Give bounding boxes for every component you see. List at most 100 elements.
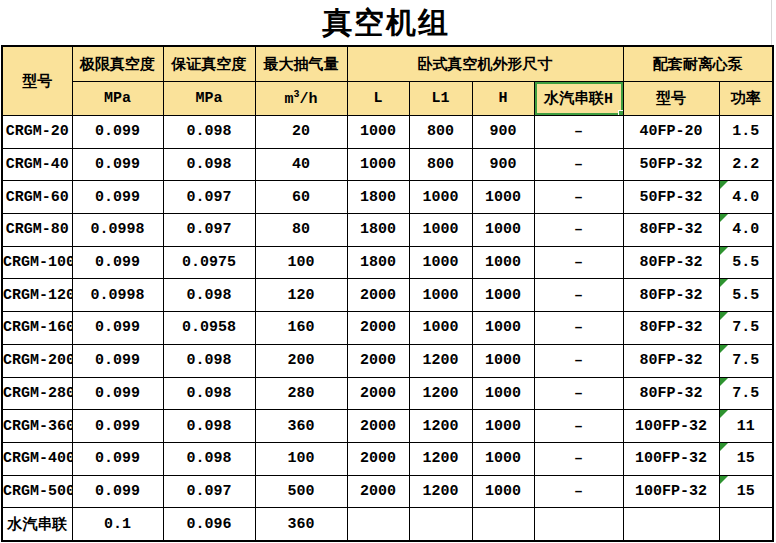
header-guaranteed-vacuum[interactable]: 保证真空度 (163, 46, 255, 82)
cell-steam_h[interactable]: – (534, 344, 623, 377)
cell-power[interactable]: 11 (719, 410, 773, 443)
cell-ultimate[interactable]: 0.099 (72, 475, 163, 508)
cell-capacity[interactable]: 360 (255, 410, 347, 443)
cell-L[interactable]: 1800 (347, 181, 409, 214)
cell-capacity[interactable]: 200 (255, 344, 347, 377)
cell-model[interactable]: CRGM-360 (2, 410, 72, 443)
cell-ultimate[interactable]: 0.099 (72, 344, 163, 377)
cell-ultimate[interactable]: 0.0998 (72, 279, 163, 312)
cell-H[interactable]: 1000 (472, 410, 534, 443)
header-pump-power[interactable]: 功率 (719, 82, 773, 116)
cell-H[interactable]: 1000 (472, 344, 534, 377)
cell-L1[interactable] (409, 508, 472, 541)
cell-model[interactable]: CRGM-120 (2, 279, 72, 312)
cell-L[interactable]: 2000 (347, 279, 409, 312)
header-ultimate-vacuum[interactable]: 极限真空度 (72, 46, 163, 82)
cell-L[interactable]: 2000 (347, 344, 409, 377)
cell-ultimate[interactable]: 0.099 (72, 116, 163, 149)
cell-L1[interactable]: 1000 (409, 312, 472, 345)
header-dim-h[interactable]: H (472, 82, 534, 116)
cell-H[interactable]: 900 (472, 116, 534, 149)
cell-L[interactable]: 1000 (347, 116, 409, 149)
header-dim-l[interactable]: L (347, 82, 409, 116)
cell-L1[interactable]: 800 (409, 148, 472, 181)
cell-ultimate[interactable]: 0.099 (72, 442, 163, 475)
cell-model[interactable]: CRGM-280 (2, 377, 72, 410)
cell-ultimate[interactable]: 0.1 (72, 508, 163, 541)
cell-H[interactable]: 1000 (472, 181, 534, 214)
cell-capacity[interactable]: 60 (255, 181, 347, 214)
cell-power[interactable]: 7.5 (719, 344, 773, 377)
header-dimensions-group[interactable]: 卧式真空机外形尺寸 (347, 46, 623, 82)
cell-H[interactable]: 1000 (472, 312, 534, 345)
cell-steam_h[interactable]: – (534, 442, 623, 475)
cell-capacity[interactable]: 120 (255, 279, 347, 312)
cell-pump[interactable]: 80FP-32 (623, 344, 719, 377)
cell-capacity[interactable]: 80 (255, 214, 347, 247)
cell-L1[interactable]: 1000 (409, 214, 472, 247)
cell-pump[interactable]: 50FP-32 (623, 181, 719, 214)
header-unit-mpa-1[interactable]: MPa (72, 82, 163, 116)
cell-capacity[interactable]: 360 (255, 508, 347, 541)
cell-H[interactable]: 1000 (472, 442, 534, 475)
cell-steam_h[interactable] (534, 508, 623, 541)
cell-L[interactable]: 2000 (347, 475, 409, 508)
cell-model[interactable]: CRGM-200 (2, 344, 72, 377)
cell-steam_h[interactable]: – (534, 148, 623, 181)
cell-ultimate[interactable]: 0.099 (72, 312, 163, 345)
header-unit-mpa-2[interactable]: MPa (163, 82, 255, 116)
cell-L1[interactable]: 1200 (409, 377, 472, 410)
cell-L[interactable]: 1800 (347, 214, 409, 247)
cell-model[interactable]: CRGM-40 (2, 148, 72, 181)
cell-steam_h[interactable]: – (534, 246, 623, 279)
cell-ultimate[interactable]: 0.099 (72, 246, 163, 279)
cell-model[interactable]: CRGM-20 (2, 116, 72, 149)
cell-power[interactable]: 4.0 (719, 214, 773, 247)
cell-model[interactable]: 水汽串联 (2, 508, 72, 541)
cell-L1[interactable]: 1000 (409, 246, 472, 279)
cell-pump[interactable]: 100FP-32 (623, 442, 719, 475)
cell-capacity[interactable]: 500 (255, 475, 347, 508)
cell-pump[interactable]: 80FP-32 (623, 214, 719, 247)
fill-handle[interactable] (618, 110, 624, 116)
cell-L1[interactable]: 1200 (409, 344, 472, 377)
cell-L1[interactable]: 1200 (409, 442, 472, 475)
cell-guaranteed[interactable]: 0.098 (163, 148, 255, 181)
cell-pump[interactable]: 50FP-32 (623, 148, 719, 181)
cell-ultimate[interactable]: 0.0998 (72, 214, 163, 247)
cell-pump[interactable]: 100FP-32 (623, 410, 719, 443)
cell-H[interactable] (472, 508, 534, 541)
header-steam-series-h-selected-cell[interactable]: 水汽串联H (534, 82, 623, 116)
cell-guaranteed[interactable]: 0.098 (163, 116, 255, 149)
header-dim-l1[interactable]: L1 (409, 82, 472, 116)
cell-ultimate[interactable]: 0.099 (72, 181, 163, 214)
cell-steam_h[interactable]: – (534, 312, 623, 345)
cell-pump[interactable]: 80FP-32 (623, 377, 719, 410)
cell-guaranteed[interactable]: 0.0958 (163, 312, 255, 345)
header-unit-m3h[interactable]: m3/h (255, 82, 347, 116)
cell-power[interactable] (719, 508, 773, 541)
header-model[interactable]: 型号 (2, 46, 72, 116)
cell-power[interactable]: 7.5 (719, 377, 773, 410)
cell-capacity[interactable]: 280 (255, 377, 347, 410)
cell-L1[interactable]: 1000 (409, 181, 472, 214)
cell-L1[interactable]: 800 (409, 116, 472, 149)
header-pump-group[interactable]: 配套耐离心泵 (623, 46, 773, 82)
cell-L1[interactable]: 1000 (409, 279, 472, 312)
header-pump-model[interactable]: 型号 (623, 82, 719, 116)
cell-pump[interactable]: 80FP-32 (623, 312, 719, 345)
cell-guaranteed[interactable]: 0.098 (163, 279, 255, 312)
cell-H[interactable]: 1000 (472, 246, 534, 279)
cell-capacity[interactable]: 20 (255, 116, 347, 149)
cell-L[interactable]: 2000 (347, 442, 409, 475)
cell-L[interactable]: 2000 (347, 410, 409, 443)
cell-power[interactable]: 5.5 (719, 279, 773, 312)
cell-guaranteed[interactable]: 0.097 (163, 475, 255, 508)
cell-model[interactable]: CRGM-100 (2, 246, 72, 279)
cell-steam_h[interactable]: – (534, 214, 623, 247)
cell-pump[interactable]: 40FP-20 (623, 116, 719, 149)
cell-capacity[interactable]: 100 (255, 442, 347, 475)
cell-L[interactable] (347, 508, 409, 541)
cell-power[interactable]: 7.5 (719, 312, 773, 345)
cell-model[interactable]: CRGM-400 (2, 442, 72, 475)
